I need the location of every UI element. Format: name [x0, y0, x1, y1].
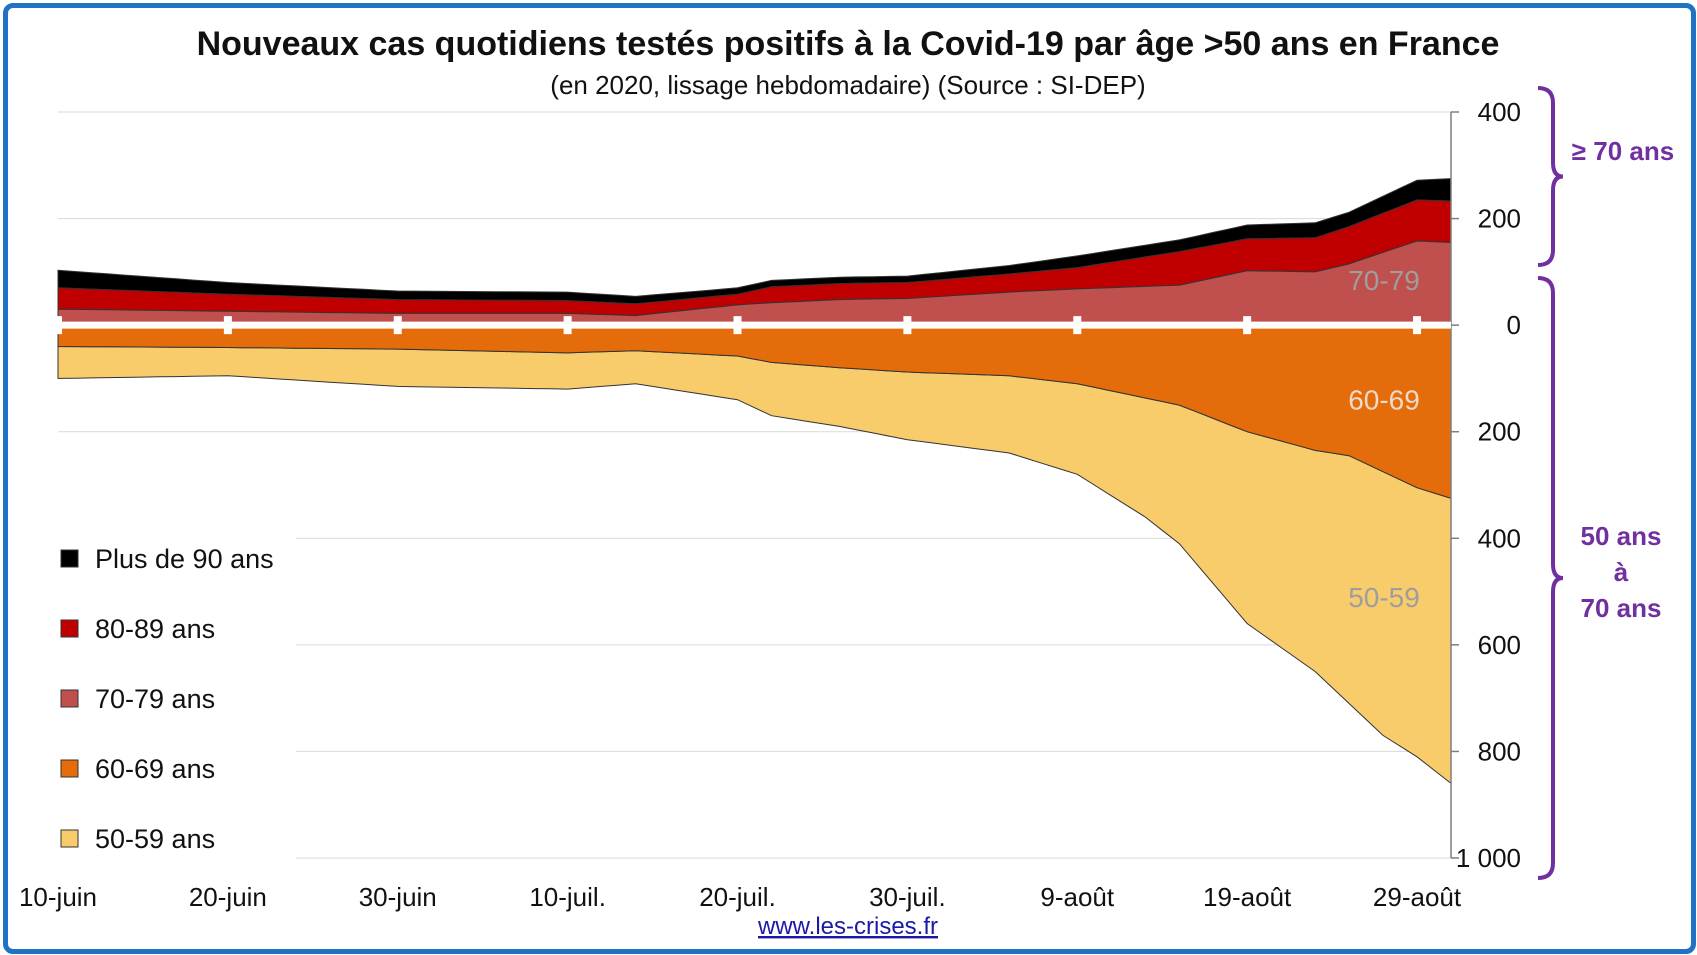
legend-swatch: [60, 619, 79, 638]
inner-series-label: 70-79: [1348, 265, 1420, 296]
brace-label-lower: à: [1614, 557, 1629, 587]
inner-series-label: 50-59: [1348, 582, 1420, 613]
legend-label: Plus de 90 ans: [95, 544, 274, 574]
x-tick-label: 10-juil.: [529, 882, 606, 912]
legend-swatch: [60, 549, 79, 568]
y-tick-label: 400: [1478, 523, 1521, 553]
age-group-braces: ≥ 70 ans 50 ans à 70 ans: [1537, 86, 1674, 880]
brace-label-lower: 70 ans: [1581, 593, 1662, 623]
x-tick-label: 20-juil.: [699, 882, 776, 912]
legend-label: 60-69 ans: [95, 754, 215, 784]
chart-title: Nouveaux cas quotidiens testés positifs …: [197, 25, 1500, 63]
x-tick-label: 10-juin: [19, 882, 97, 912]
x-tick-mark: [563, 316, 572, 335]
y-tick-label: 1 000: [1456, 843, 1521, 873]
legend-swatch: [60, 829, 79, 848]
x-tick-mark: [733, 316, 742, 335]
y-tick-label: 800: [1478, 736, 1521, 766]
x-tick-mark: [54, 316, 62, 335]
legend: Plus de 90 ans 80-89 ans 70-79 ans 60-69 an…: [50, 530, 296, 885]
x-tick-label: 29-août: [1373, 882, 1462, 912]
x-tick-label: 30-juin: [359, 882, 437, 912]
x-tick-label: 19-août: [1203, 882, 1292, 912]
x-tick-label: 30-juil.: [869, 882, 946, 912]
y-tick-label: 0: [1507, 310, 1521, 340]
legend-label: 70-79 ans: [95, 684, 215, 714]
x-tick-label: 9-août: [1040, 882, 1114, 912]
brace-label-upper: ≥ 70 ans: [1572, 136, 1674, 166]
legend-swatch: [60, 689, 79, 708]
x-tick-mark: [1243, 316, 1252, 335]
legend-label: 80-89 ans: [95, 614, 215, 644]
x-tick-mark: [223, 316, 232, 335]
y-tick-label: 200: [1478, 417, 1521, 447]
legend-background: [50, 530, 296, 885]
legend-label: 50-59 ans: [95, 824, 215, 854]
axes: 400 200 0 200 400 600 800 1 000 10-juin 20-juin 30…: [19, 97, 1521, 912]
y-tick-label: 400: [1478, 97, 1521, 127]
y-tick-label: 600: [1478, 630, 1521, 660]
x-tick-mark: [1413, 316, 1422, 335]
brace-label-lower: 50 ans: [1581, 521, 1662, 551]
legend-swatch: [60, 759, 79, 778]
inner-series-labels: 70-79 60-69 50-59: [1348, 265, 1420, 613]
inner-series-label: 60-69: [1348, 385, 1420, 416]
x-tick-mark: [903, 316, 912, 335]
source-link[interactable]: www.les-crises.fr: [757, 913, 938, 940]
y-tick-label: 200: [1478, 204, 1521, 234]
x-tick-label: 20-juin: [189, 882, 267, 912]
x-tick-mark: [1073, 316, 1082, 335]
chart-subtitle: (en 2020, lissage hebdomadaire) (Source …: [550, 70, 1145, 100]
brace-upper: [1537, 86, 1564, 267]
x-tick-mark: [393, 316, 402, 335]
brace-lower: [1537, 276, 1564, 880]
